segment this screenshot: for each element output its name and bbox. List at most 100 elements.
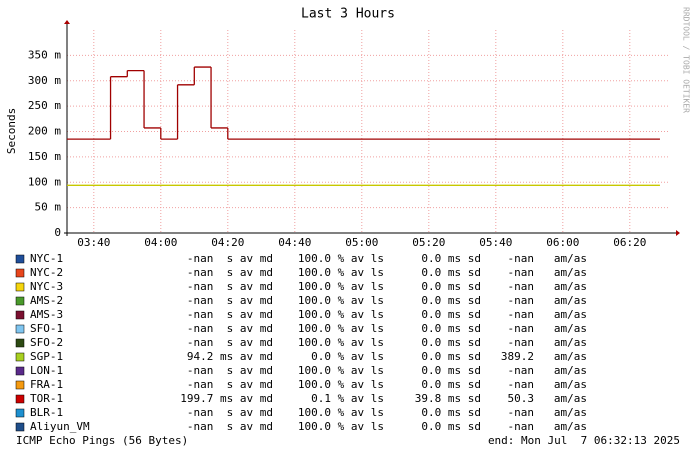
legend-stat: 0.0 ms sd xyxy=(421,294,481,307)
y-tick-label: 300 m xyxy=(28,74,61,87)
legend-stat: 0.0 ms sd xyxy=(421,252,481,265)
legend-swatch xyxy=(15,268,25,278)
y-tick-label: 250 m xyxy=(28,99,61,112)
legend-name: NYC-1 xyxy=(30,252,63,265)
legend-stat: -nan s av md xyxy=(187,252,273,265)
y-tick-label: 50 m xyxy=(35,201,62,214)
legend-swatch xyxy=(15,422,25,432)
legend-name: FRA-1 xyxy=(30,378,63,391)
legend-name: LON-1 xyxy=(30,364,63,377)
legend-stat: -nan s av md xyxy=(187,308,273,321)
legend-swatch xyxy=(15,282,25,292)
x-tick-label: 04:20 xyxy=(211,236,244,249)
legend-name: Aliyun_VM xyxy=(30,420,90,433)
legend-stat: 0.0 ms sd xyxy=(421,378,481,391)
legend-stat: -nan am/as xyxy=(508,378,587,391)
y-axis-label: Seconds xyxy=(5,108,18,154)
legend-stat: 199.7 ms av md xyxy=(180,392,273,405)
legend-stat: 100.0 % av ls xyxy=(298,266,384,279)
legend-name: NYC-2 xyxy=(30,266,63,279)
legend-name: AMS-3 xyxy=(30,308,63,321)
watermark: RRDTOOL / TOBI OETIKER xyxy=(682,7,691,113)
legend-stat: -nan am/as xyxy=(508,322,587,335)
legend-stat: 0.0 ms sd xyxy=(421,280,481,293)
legend-stat: 100.0 % av ls xyxy=(298,336,384,349)
legend-name: TOR-1 xyxy=(30,392,63,405)
legend-stat: 0.0 ms sd xyxy=(421,364,481,377)
plot-area xyxy=(67,30,670,233)
x-tick-label: 05:00 xyxy=(345,236,378,249)
legend-stat: 0.1 % av ls xyxy=(311,392,384,405)
legend-stat: 0.0 ms sd xyxy=(421,406,481,419)
legend-stat: 100.0 % av ls xyxy=(298,280,384,293)
legend-stat: -nan am/as xyxy=(508,252,587,265)
legend-stat: 389.2 am/as xyxy=(501,350,587,363)
x-tick-label: 04:00 xyxy=(144,236,177,249)
legend-name: SFO-1 xyxy=(30,322,63,335)
legend-stat: -nan am/as xyxy=(508,406,587,419)
y-tick-label: 200 m xyxy=(28,125,61,138)
legend-swatch xyxy=(15,296,25,306)
legend-stat: -nan s av md xyxy=(187,280,273,293)
legend-stat: 100.0 % av ls xyxy=(298,252,384,265)
x-tick-label: 05:20 xyxy=(412,236,445,249)
legend-stat: -nan am/as xyxy=(508,280,587,293)
legend-stat: 100.0 % av ls xyxy=(298,364,384,377)
footer-left: ICMP Echo Pings (56 Bytes) xyxy=(16,434,188,447)
legend-stat: -nan s av md xyxy=(187,266,273,279)
legend-swatch xyxy=(15,310,25,320)
legend-swatch xyxy=(15,394,25,404)
legend-swatch xyxy=(15,254,25,264)
legend-name: NYC-3 xyxy=(30,280,63,293)
legend-name: SFO-2 xyxy=(30,336,63,349)
legend-stat: -nan am/as xyxy=(508,308,587,321)
legend-stat: 100.0 % av ls xyxy=(298,406,384,419)
legend-stat: -nan am/as xyxy=(508,364,587,377)
legend-stat: -nan am/as xyxy=(508,266,587,279)
y-tick-label: 350 m xyxy=(28,48,61,61)
legend-name: SGP-1 xyxy=(30,350,63,363)
legend-name: BLR-1 xyxy=(30,406,63,419)
legend-stat: -nan s av md xyxy=(187,420,273,433)
y-tick-label: 150 m xyxy=(28,150,61,163)
legend-stat: -nan s av md xyxy=(187,378,273,391)
legend-stat: -nan s av md xyxy=(187,336,273,349)
legend-stat: -nan am/as xyxy=(508,420,587,433)
legend-stat: 0.0 ms sd xyxy=(421,308,481,321)
legend-stat: -nan s av md xyxy=(187,406,273,419)
legend-stat: 100.0 % av ls xyxy=(298,378,384,391)
legend-stat: 100.0 % av ls xyxy=(298,322,384,335)
legend-swatch xyxy=(15,352,25,362)
legend-stat: 50.3 am/as xyxy=(508,392,587,405)
x-tick-label: 06:00 xyxy=(546,236,579,249)
legend-swatch xyxy=(15,408,25,418)
legend-swatch xyxy=(15,380,25,390)
legend-swatch xyxy=(15,324,25,334)
x-tick-label: 06:20 xyxy=(613,236,646,249)
legend-stat: 0.0 ms sd xyxy=(421,322,481,335)
legend-stat: 0.0 ms sd xyxy=(421,350,481,363)
legend-stat: 0.0 ms sd xyxy=(421,336,481,349)
x-tick-label: 03:40 xyxy=(77,236,110,249)
legend-swatch xyxy=(15,338,25,348)
legend-stat: 39.8 ms sd xyxy=(415,392,481,405)
x-tick-label: 05:40 xyxy=(479,236,512,249)
legend-swatch xyxy=(15,366,25,376)
legend-stat: 100.0 % av ls xyxy=(298,294,384,307)
legend-stat: -nan s av md xyxy=(187,294,273,307)
legend-stat: -nan am/as xyxy=(508,336,587,349)
y-tick-label: 100 m xyxy=(28,175,61,188)
legend-stat: 0.0 ms sd xyxy=(421,266,481,279)
legend-stat: -nan am/as xyxy=(508,294,587,307)
legend-stat: 94.2 ms av md xyxy=(187,350,273,363)
chart-title: Last 3 Hours xyxy=(301,7,395,22)
legend-stat: 100.0 % av ls xyxy=(298,308,384,321)
legend-stat: 0.0 % av ls xyxy=(311,350,384,363)
y-tick-label: 0 xyxy=(54,226,61,239)
footer-right: end: Mon Jul 7 06:32:13 2025 xyxy=(488,434,680,447)
legend-name: AMS-2 xyxy=(30,294,63,307)
axis-arrow xyxy=(676,230,680,236)
legend-stat: 100.0 % av ls xyxy=(298,420,384,433)
legend-stat: -nan s av md xyxy=(187,322,273,335)
